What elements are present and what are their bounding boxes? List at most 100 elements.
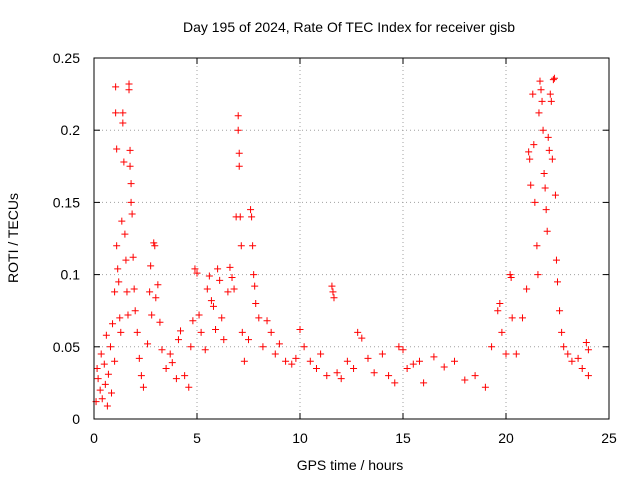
data-point bbox=[126, 162, 134, 170]
data-point bbox=[536, 77, 544, 85]
data-point bbox=[126, 146, 134, 154]
data-point bbox=[399, 346, 407, 354]
data-point bbox=[549, 76, 557, 84]
plot-frame bbox=[93, 57, 610, 420]
data-point bbox=[451, 357, 458, 365]
data-point bbox=[558, 328, 566, 336]
data-point bbox=[512, 350, 520, 358]
data-point bbox=[527, 181, 535, 189]
data-point bbox=[106, 343, 114, 351]
data-point bbox=[174, 336, 182, 344]
data-point bbox=[127, 180, 135, 188]
data-point bbox=[556, 307, 564, 315]
data-point bbox=[236, 213, 244, 221]
data-point bbox=[471, 372, 479, 380]
y-tick-label: 0.15 bbox=[53, 194, 80, 210]
data-point bbox=[251, 282, 259, 290]
data-point bbox=[250, 271, 258, 279]
data-point bbox=[154, 281, 162, 289]
data-point bbox=[502, 350, 510, 358]
data-point bbox=[112, 83, 120, 91]
data-point bbox=[228, 273, 236, 281]
data-point bbox=[350, 364, 358, 372]
data-point bbox=[552, 256, 560, 264]
x-tick-label: 0 bbox=[90, 430, 98, 446]
data-point bbox=[564, 350, 572, 358]
data-point bbox=[120, 158, 128, 166]
y-tick-label: 0.05 bbox=[53, 339, 80, 355]
data-point bbox=[135, 354, 143, 362]
data-point bbox=[507, 273, 515, 281]
data-point bbox=[152, 294, 160, 302]
data-point bbox=[209, 302, 217, 310]
data-point bbox=[146, 288, 154, 296]
data-point bbox=[114, 265, 122, 273]
data-point bbox=[150, 239, 158, 247]
data-point bbox=[518, 314, 526, 322]
data-point bbox=[534, 271, 542, 279]
data-point bbox=[544, 133, 552, 141]
data-point bbox=[255, 314, 263, 322]
data-point bbox=[125, 86, 133, 94]
data-point bbox=[548, 155, 556, 163]
data-point bbox=[263, 317, 271, 325]
data-point bbox=[224, 288, 232, 296]
data-point bbox=[323, 372, 331, 380]
grid-layer bbox=[94, 58, 609, 419]
data-point bbox=[109, 320, 117, 328]
data-point bbox=[119, 109, 127, 117]
data-point bbox=[385, 372, 393, 380]
data-point bbox=[101, 380, 109, 388]
data-point bbox=[554, 278, 561, 286]
data-point bbox=[537, 86, 545, 94]
data-point bbox=[330, 294, 338, 302]
data-point bbox=[113, 145, 121, 153]
data-point bbox=[288, 360, 296, 368]
data-point bbox=[115, 278, 123, 286]
data-point bbox=[203, 285, 211, 293]
data-point bbox=[409, 360, 417, 368]
data-point bbox=[162, 364, 170, 372]
data-point bbox=[220, 336, 228, 344]
data-point bbox=[337, 375, 345, 383]
data-point bbox=[533, 242, 541, 250]
data-point bbox=[420, 379, 428, 387]
data-point bbox=[540, 170, 548, 178]
data-point bbox=[296, 325, 304, 333]
data-point bbox=[191, 265, 199, 273]
data-point bbox=[245, 336, 252, 344]
y-axis-label: ROTI / TECUs bbox=[5, 193, 21, 283]
data-point bbox=[226, 263, 234, 271]
data-point bbox=[111, 357, 119, 365]
data-point bbox=[230, 285, 238, 293]
data-point bbox=[100, 360, 108, 368]
data-point bbox=[538, 97, 546, 105]
data-point bbox=[440, 363, 448, 371]
data-point bbox=[568, 357, 576, 365]
data-point bbox=[364, 354, 372, 362]
data-point bbox=[275, 340, 283, 348]
data-point bbox=[103, 402, 111, 410]
data-point bbox=[541, 184, 549, 192]
data-point bbox=[430, 353, 438, 361]
data-point bbox=[111, 288, 119, 296]
data-point bbox=[300, 343, 308, 351]
data-point bbox=[218, 314, 226, 322]
data-point bbox=[240, 357, 248, 365]
y-tick-label: 0.25 bbox=[53, 50, 80, 66]
x-tick-label: 5 bbox=[193, 430, 201, 446]
data-point bbox=[104, 370, 112, 378]
data-point bbox=[216, 276, 224, 284]
data-point bbox=[131, 307, 139, 315]
data-point bbox=[128, 210, 136, 218]
data-point bbox=[282, 357, 290, 365]
data-point bbox=[508, 314, 516, 322]
x-tick-label: 15 bbox=[395, 430, 411, 446]
data-point bbox=[539, 126, 547, 134]
data-point bbox=[238, 328, 246, 336]
data-point bbox=[531, 198, 539, 206]
data-points bbox=[92, 74, 592, 410]
data-point bbox=[496, 299, 504, 307]
data-point bbox=[117, 328, 125, 336]
